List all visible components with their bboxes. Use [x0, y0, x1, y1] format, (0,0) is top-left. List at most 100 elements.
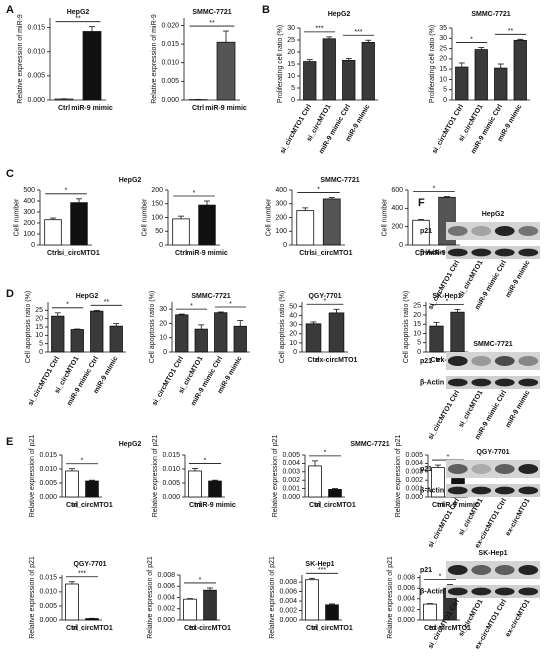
x-tick-label: miR-9 mimic [437, 502, 479, 509]
panel-label: E [6, 436, 13, 448]
y-tick-label: 20 [35, 316, 43, 323]
bar [203, 589, 217, 621]
blot-lane-label: miR-9 mimic [505, 389, 532, 429]
y-axis-label: Relative expression of p21 [29, 435, 36, 518]
y-tick-label: 0.004 [282, 460, 300, 467]
blot-band [494, 464, 515, 474]
bar [423, 603, 437, 621]
x-tick-label: Ctrl [415, 250, 427, 257]
blot-title: SK-Hep1 [478, 550, 507, 557]
y-axis-label: Proliferating cell ratio (%) [429, 25, 436, 103]
x-tick-label: Ctrl [432, 502, 444, 509]
y-tick-label: 25 [35, 307, 43, 314]
bar [322, 38, 336, 101]
significance-label: * [81, 458, 84, 465]
y-tick-label: 15 [35, 324, 43, 331]
blot-row-label: p21 [420, 358, 432, 365]
x-tick-label: si_circMTO1 [71, 502, 113, 509]
y-tick-label: 20 [287, 49, 295, 56]
y-tick-label: 0.006 [397, 585, 415, 592]
y-tick-label: 15 [413, 321, 421, 328]
blot-lane-label: si_circMTO1 [458, 259, 485, 299]
significance-label: ** [508, 28, 514, 35]
blot-band [494, 587, 515, 596]
bar [233, 325, 247, 353]
bar [513, 39, 527, 101]
bar [494, 67, 508, 101]
y-tick-label: 0.015 [39, 452, 57, 459]
x-tick-label: Ctrl [189, 502, 201, 509]
chart-title: SMMC-7721 [191, 293, 230, 300]
bar [183, 598, 197, 621]
blot-lane-label: si_circMTO1 [458, 389, 485, 429]
y-tick-label: 0.005 [39, 480, 57, 487]
y-axis-label: Cell number [266, 198, 273, 236]
y-tick-label: 0.010 [161, 60, 179, 67]
blot-lane-label: si_circMTO1 [458, 598, 485, 638]
blot-background [446, 585, 540, 598]
x-tick-label: Ctrl [66, 502, 78, 509]
y-tick-label: 0.015 [39, 575, 57, 582]
y-tick-label: 0.005 [405, 452, 423, 459]
blot-band [447, 587, 468, 596]
y-tick-label: 600 [391, 187, 403, 194]
bar [322, 198, 341, 246]
y-tick-label: 100 [151, 214, 163, 221]
bar [198, 204, 216, 246]
chart-title: SMMC-7721 [320, 177, 359, 184]
significance-label: * [447, 454, 450, 461]
bar [51, 315, 65, 353]
blot-band [471, 226, 492, 236]
blot-band [494, 378, 515, 387]
panel-label: A [6, 4, 14, 16]
y-tick-label: 10 [287, 73, 295, 80]
bar [328, 312, 345, 353]
x-tick-label: si_circMTO1 [58, 250, 100, 257]
y-tick-label: 0.005 [162, 480, 180, 487]
y-tick-label: 40 [289, 312, 297, 319]
blot-background [446, 376, 540, 389]
y-axis-label: Cell apoptosis ratio (%) [279, 291, 286, 363]
significance-label: * [229, 301, 232, 308]
bar [188, 470, 202, 498]
y-tick-label: 0.001 [405, 485, 423, 492]
chart-title: QGY-7701 [73, 561, 106, 568]
bar [65, 583, 79, 621]
blot-row-label: p21 [420, 466, 432, 473]
chart-title: HepG2 [119, 441, 142, 448]
y-axis-label: Relative expression of miR-9 [17, 14, 24, 104]
y-tick-label: 0.008 [157, 572, 175, 579]
y-tick-label: 25 [287, 37, 295, 44]
bar [194, 328, 208, 353]
y-tick-label: 400 [275, 187, 287, 194]
y-tick-label: 0.003 [405, 469, 423, 476]
y-axis-label: Relative expression of p21 [387, 556, 394, 639]
bar [296, 210, 315, 246]
y-axis-label: Cell number [14, 198, 21, 236]
blot-band [494, 248, 515, 257]
bar [305, 323, 322, 353]
significance-label: *** [78, 571, 86, 578]
bar [361, 42, 375, 101]
significance-label: * [439, 573, 442, 580]
chart-title: SMMC-7721 [471, 11, 510, 18]
y-tick-label: 150 [151, 201, 163, 208]
y-tick-label: 0 [159, 242, 163, 249]
blot-band [494, 486, 515, 495]
blot-background [446, 222, 540, 240]
y-tick-label: 20 [159, 320, 167, 327]
x-tick-label: Ctrl [309, 502, 321, 509]
blot-band [494, 565, 515, 575]
y-tick-label: 15 [439, 66, 447, 73]
significance-label: * [324, 298, 327, 305]
bar [85, 480, 99, 498]
y-tick-label: 0.008 [397, 574, 415, 581]
blot-title: QGY-7701 [476, 449, 509, 456]
y-tick-label: 0.015 [161, 41, 179, 48]
x-tick-label: Ctrl [307, 357, 319, 364]
y-tick-label: 0 [399, 242, 403, 249]
y-tick-label: 0 [291, 97, 295, 104]
bar [90, 310, 104, 353]
x-tick-label: si_circMTO1 [311, 250, 353, 257]
